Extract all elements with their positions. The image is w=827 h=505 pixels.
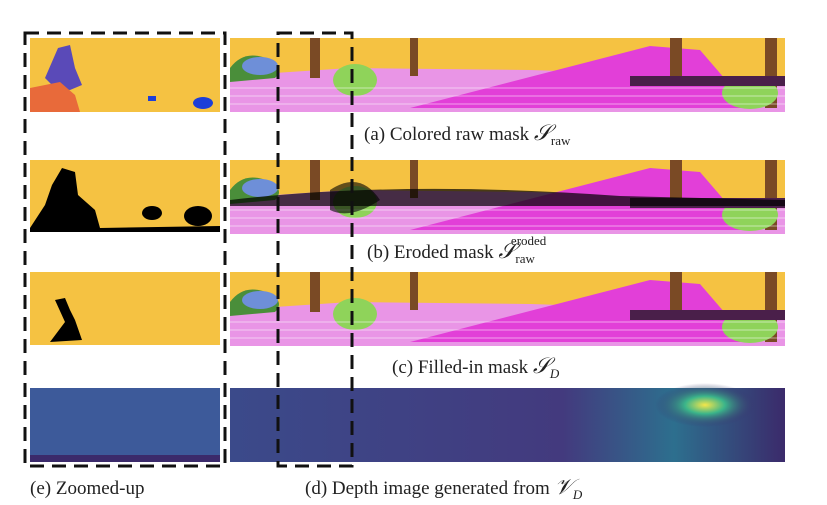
zoom-panel-a: [30, 38, 220, 112]
depth-image: [230, 383, 785, 462]
caption-a: (a) Colored raw mask 𝒮raw: [364, 120, 571, 148]
caption-c: (c) Filled-in mask 𝒮D: [392, 353, 560, 381]
mask-eroded: [229, 159, 786, 235]
mask-raw: [229, 37, 786, 113]
mask-filled: [229, 271, 786, 347]
zoom-panel-b: [30, 160, 220, 232]
zoom-panel-c: [30, 272, 220, 345]
caption-d: (d) Depth image generated from 𝒱D: [305, 474, 583, 502]
zoom-panel-e: [30, 388, 220, 462]
caption-e: (e) Zoomed-up: [30, 478, 144, 499]
zoom-box: [23, 31, 227, 468]
region-box: [276, 31, 354, 468]
caption-b: (b) Eroded mask 𝒮raweroded: [367, 233, 547, 266]
